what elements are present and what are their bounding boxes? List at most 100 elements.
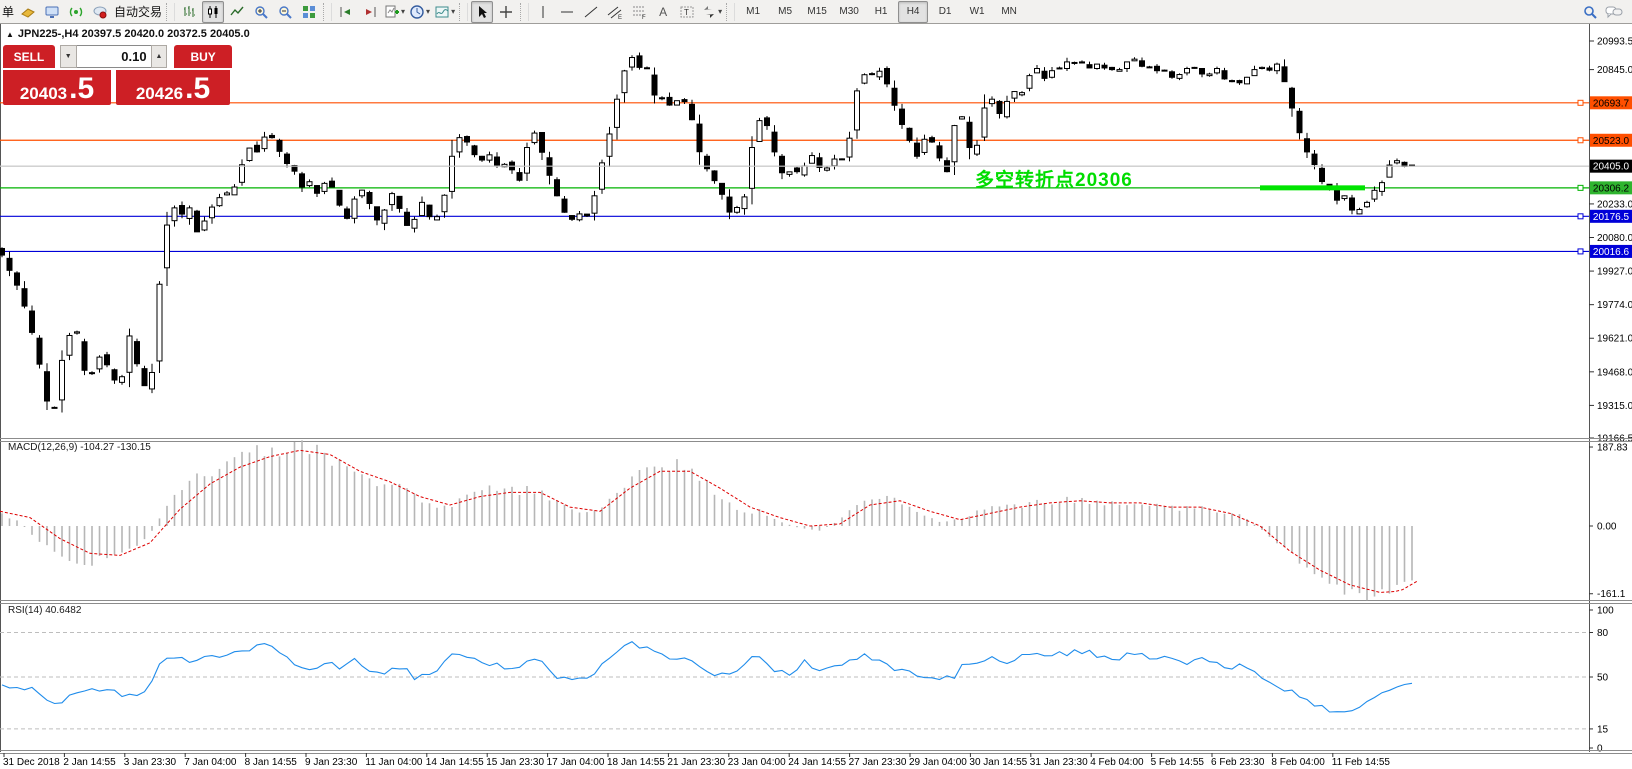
text-icon[interactable]: A xyxy=(659,4,668,19)
svg-text:80: 80 xyxy=(1597,628,1609,639)
timeframe-m15[interactable]: M15 xyxy=(807,6,827,17)
svg-text:14 Jan 14:55: 14 Jan 14:55 xyxy=(426,757,484,768)
toolbar-separator xyxy=(459,2,469,21)
buy-price[interactable]: 20426 .5 xyxy=(116,70,230,105)
toolbar-separator xyxy=(520,2,530,21)
cursor-icon[interactable] xyxy=(471,0,494,23)
sell-button[interactable]: SELL xyxy=(3,45,55,68)
chart-shift-icon[interactable] xyxy=(359,1,381,23)
volume-decrease-button[interactable]: ▼ xyxy=(59,45,77,68)
text-label-icon[interactable]: T xyxy=(676,1,698,23)
price-badge xyxy=(1590,96,1632,110)
svg-text:3 Jan 23:30: 3 Jan 23:30 xyxy=(124,757,177,768)
line-handle xyxy=(1577,137,1584,144)
line-handle xyxy=(1577,99,1584,106)
chart-title-text: JPN225-,H4 20397.5 20420.0 20372.5 20405… xyxy=(17,28,250,40)
svg-text:-161.1: -161.1 xyxy=(1597,589,1626,600)
terminal-icon[interactable] xyxy=(41,1,63,23)
svg-text:29 Jan 04:00: 29 Jan 04:00 xyxy=(909,757,967,768)
chevron-down-icon: ▾ xyxy=(426,7,431,16)
svg-text:20233.0: 20233.0 xyxy=(1597,199,1632,210)
arrows-icon[interactable]: ▾ xyxy=(700,1,723,23)
new-chart-icon[interactable]: ▾ xyxy=(383,1,406,23)
svg-text:2 Jan 14:55: 2 Jan 14:55 xyxy=(63,757,116,768)
svg-text:27 Jan 23:30: 27 Jan 23:30 xyxy=(849,757,907,768)
thick-trend-segment xyxy=(1260,185,1365,191)
new-order-button[interactable]: 单 xyxy=(2,5,15,19)
timeframe-w1[interactable]: W1 xyxy=(969,6,985,17)
svg-text:9 Jan 23:30: 9 Jan 23:30 xyxy=(305,757,358,768)
macd-label: MACD(12,26,9) -104.27 -130.15 xyxy=(8,442,151,453)
svg-text:20693.7: 20693.7 xyxy=(1593,98,1630,109)
svg-text:15: 15 xyxy=(1597,724,1609,735)
chevron-down-icon: ▾ xyxy=(401,7,406,16)
svg-text:50: 50 xyxy=(1597,673,1609,684)
buy-button[interactable]: BUY xyxy=(174,45,232,68)
crosshair-icon[interactable] xyxy=(495,1,517,23)
svg-text:8 Jan 14:55: 8 Jan 14:55 xyxy=(245,757,298,768)
sell-price-main: 20403 xyxy=(19,84,68,103)
svg-text:E: E xyxy=(618,15,622,20)
svg-text:19621.0: 19621.0 xyxy=(1597,334,1632,345)
price-badge xyxy=(1590,181,1632,195)
vertical-line-icon[interactable] xyxy=(532,1,554,23)
svg-text:20080.0: 20080.0 xyxy=(1597,233,1632,244)
line-chart-icon[interactable] xyxy=(226,1,248,23)
gold-book-icon[interactable] xyxy=(17,1,39,23)
svg-text:8 Feb 04:00: 8 Feb 04:00 xyxy=(1271,757,1325,768)
svg-text:20523.0: 20523.0 xyxy=(1593,136,1630,147)
timeframe-h1[interactable]: H1 xyxy=(874,6,888,17)
equidistant-channel-icon[interactable]: E xyxy=(604,1,626,23)
svg-text:21 Jan 23:30: 21 Jan 23:30 xyxy=(667,757,725,768)
svg-text:11 Jan 04:00: 11 Jan 04:00 xyxy=(365,757,423,768)
svg-text:0.00: 0.00 xyxy=(1597,522,1617,533)
svg-text:17 Jan 04:00: 17 Jan 04:00 xyxy=(547,757,605,768)
svg-text:31 Dec 2018: 31 Dec 2018 xyxy=(3,757,60,768)
timeframe-h4[interactable]: H4 xyxy=(898,0,929,23)
horizontal-line-icon[interactable] xyxy=(556,1,578,23)
buy-price-frac: .5 xyxy=(185,72,211,105)
one-click-collapse-icon[interactable]: ▲ xyxy=(6,29,14,39)
chart-title: ▲ JPN225-,H4 20397.5 20420.0 20372.5 204… xyxy=(6,28,250,40)
volume-input[interactable] xyxy=(76,45,151,68)
rsi-label: RSI(14) 40.6482 xyxy=(8,605,82,616)
bar-chart-icon[interactable] xyxy=(178,1,200,23)
toolbar-separator xyxy=(166,2,176,21)
tile-windows-icon[interactable] xyxy=(298,1,320,23)
zoom-in-icon[interactable] xyxy=(250,1,272,23)
volume-increase-button[interactable]: ▲ xyxy=(150,45,168,68)
autotrade-button[interactable]: 自动交易 xyxy=(114,5,163,19)
signal-icon[interactable] xyxy=(65,1,87,23)
trendline-icon[interactable] xyxy=(580,1,602,23)
timeframe-m5[interactable]: M5 xyxy=(778,6,793,17)
macd-signal-line xyxy=(0,449,1418,593)
autotrade-cloud-icon[interactable] xyxy=(89,1,111,23)
timeframe-d1[interactable]: D1 xyxy=(938,6,952,17)
chart-window: 20993.5 20845.0 20233.0 20080.0 19927.0 19774… xyxy=(0,24,1632,769)
search-icon[interactable] xyxy=(1579,1,1601,23)
zoom-out-icon[interactable] xyxy=(274,1,296,23)
timeframe-mn[interactable]: MN xyxy=(1001,6,1017,17)
profiles-clock-icon[interactable]: ▾ xyxy=(408,1,431,23)
timeframe-m30[interactable]: M30 xyxy=(839,6,859,17)
candles xyxy=(0,52,1415,413)
line-handle xyxy=(1577,248,1584,255)
toolbar-separator xyxy=(323,2,333,21)
chevron-down-icon: ▾ xyxy=(451,7,456,16)
rsi-panel xyxy=(0,632,1589,730)
svg-text:19774.0: 19774.0 xyxy=(1597,300,1632,311)
svg-text:20993.5: 20993.5 xyxy=(1597,37,1632,48)
svg-text:0: 0 xyxy=(1597,744,1603,755)
main-toolbar: 单 自动交易 ▾ ▾ ▾ E F A T ▾ M1 M5 M15 M30 H1 H4 D1 W… xyxy=(0,0,1632,24)
fibonacci-icon[interactable]: F xyxy=(628,1,650,23)
timeframe-m1[interactable]: M1 xyxy=(746,6,761,17)
sell-price[interactable]: 20403 .5 xyxy=(3,70,111,105)
svg-text:19927.0: 19927.0 xyxy=(1597,267,1632,278)
svg-text:31 Jan 23:30: 31 Jan 23:30 xyxy=(1030,757,1088,768)
candlestick-chart-icon[interactable] xyxy=(202,0,225,23)
auto-scroll-icon[interactable] xyxy=(335,1,357,23)
chat-icon[interactable] xyxy=(1603,1,1625,23)
template-icon[interactable]: ▾ xyxy=(433,1,456,23)
time-axis[interactable]: 31 Dec 2018 2 Jan 14:55 3 Jan 23:30 7 Jan 0… xyxy=(3,753,1390,768)
chart-canvas[interactable]: 20993.5 20845.0 20233.0 20080.0 19927.0 19774… xyxy=(0,24,1632,769)
